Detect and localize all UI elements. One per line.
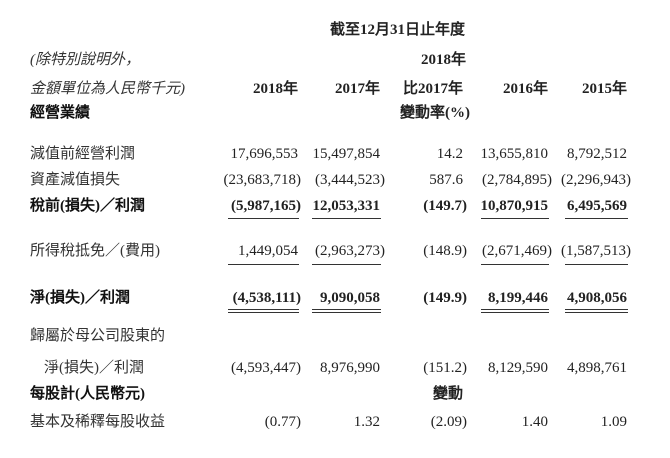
cell: (23,683,718) <box>223 172 302 188</box>
row-label: 基本及稀釋每股收益 <box>30 414 166 430</box>
cell: (0.77) <box>264 414 301 430</box>
col-header-2018: 2018年 <box>252 81 298 97</box>
row-label: 所得稅抵免／(費用) <box>30 243 160 259</box>
underline <box>312 264 381 265</box>
cell: 8,976,990 <box>320 360 380 376</box>
cell: (2.09) <box>430 414 467 430</box>
col-header-2015: 2015年 <box>581 81 627 97</box>
underline <box>565 264 628 265</box>
double-underline <box>565 309 628 313</box>
cell: 1,449,054 <box>238 243 298 259</box>
row-label: 淨(損失)／利潤 <box>30 290 130 306</box>
col-header-2016: 2016年 <box>502 81 548 97</box>
cell: (4,593,447) <box>231 360 301 376</box>
row-label: 歸屬於母公司股東的 <box>30 328 166 344</box>
unit-note-line1: (除特別說明外， <box>30 52 140 68</box>
double-underline <box>228 309 299 313</box>
cell: (148.9) <box>423 243 467 259</box>
cell: (149.7) <box>423 198 467 214</box>
cell: 4,908,056 <box>567 290 627 306</box>
cell: (2,963,273) <box>315 243 385 259</box>
cell: (151.2) <box>423 360 467 376</box>
change-rate-heading: 變動率(%) <box>400 105 470 121</box>
cell: 10,870,915 <box>480 198 549 214</box>
cell: (149.9) <box>423 290 467 306</box>
cell: (1,587,513) <box>561 243 631 259</box>
cell: 1.32 <box>353 414 380 430</box>
row-label: 稅前(損失)／利潤 <box>30 198 145 214</box>
underline <box>312 218 381 219</box>
cell: 12,053,331 <box>312 198 381 214</box>
cell: 8,129,590 <box>488 360 548 376</box>
cell: (5,987,165) <box>231 198 301 214</box>
cell: (3,444,523) <box>315 172 385 188</box>
cell: 4,898,761 <box>567 360 627 376</box>
change-year-heading: 2018年 <box>421 52 467 68</box>
cell: 14.2 <box>436 146 463 162</box>
cell: (2,671,469) <box>482 243 552 259</box>
col-header-change: 比2017年 <box>402 81 463 97</box>
cell: (2,784,895) <box>482 172 552 188</box>
underline <box>565 218 628 219</box>
cell: (4,538,111) <box>232 290 301 306</box>
double-underline <box>312 309 381 313</box>
cell: 15,497,854 <box>312 146 381 162</box>
underline <box>228 218 299 219</box>
cell: 6,495,569 <box>567 198 627 214</box>
underline <box>481 218 549 219</box>
double-underline <box>481 309 549 313</box>
change-heading: 變動 <box>432 386 463 402</box>
cell: 1.40 <box>521 414 548 430</box>
unit-note-line2: 金額單位為人民幣千元) <box>30 81 185 97</box>
cell: 13,655,810 <box>480 146 549 162</box>
period-heading: 截至12月31日止年度 <box>330 22 466 38</box>
cell: 8,792,512 <box>567 146 627 162</box>
underline <box>228 264 299 265</box>
section-per-share: 每股計(人民幣元) <box>30 386 145 402</box>
row-label: 資產減值損失 <box>30 172 121 188</box>
col-header-2017: 2017年 <box>334 81 380 97</box>
row-label-cont: 淨(損失)／利潤 <box>44 360 144 376</box>
cell: 17,696,553 <box>230 146 299 162</box>
row-label: 減值前經營利潤 <box>30 146 136 162</box>
underline <box>481 264 549 265</box>
cell: 8,199,446 <box>488 290 548 306</box>
cell: (2,296,943) <box>561 172 631 188</box>
cell: 587.6 <box>429 172 463 188</box>
cell: 9,090,058 <box>320 290 380 306</box>
cell: 1.09 <box>600 414 627 430</box>
section-operating-results: 經營業績 <box>30 105 91 121</box>
